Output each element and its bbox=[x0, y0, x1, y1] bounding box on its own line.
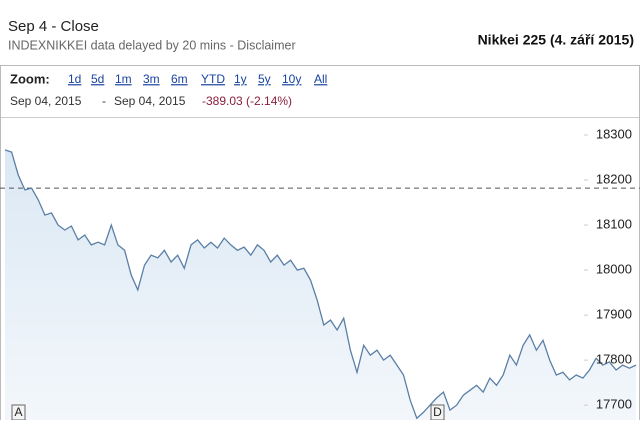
price-line bbox=[4, 149, 637, 420]
zoom-label: Zoom: bbox=[10, 71, 50, 86]
area-fill bbox=[5, 149, 636, 420]
zoom-option[interactable]: 6m bbox=[171, 72, 188, 86]
zoom-option[interactable]: All bbox=[314, 72, 327, 86]
event-marker[interactable]: D bbox=[433, 405, 442, 419]
zoom-option[interactable]: 1m bbox=[115, 72, 132, 86]
range-end: Sep 04, 2015 bbox=[114, 94, 186, 108]
y-tick-label: 17900 bbox=[596, 307, 632, 322]
y-tick-label: 17700 bbox=[596, 397, 632, 412]
chart-title: Nikkei 225 (4. září 2015) bbox=[478, 32, 634, 48]
data-note: INDEXNIKKEI data delayed by 20 mins - Di… bbox=[8, 38, 296, 52]
y-tick-label: 18100 bbox=[596, 216, 632, 231]
y-tick-label: 18200 bbox=[596, 171, 632, 186]
range-separator: - bbox=[102, 94, 106, 108]
price-change: -389.03 (-2.14%) bbox=[202, 94, 292, 108]
y-tick-label: 18000 bbox=[596, 262, 632, 277]
zoom-option[interactable]: 3m bbox=[143, 72, 160, 86]
range-start: Sep 04, 2015 bbox=[10, 94, 82, 108]
zoom-option[interactable]: 10y bbox=[282, 72, 301, 86]
y-tick-label: 17800 bbox=[596, 352, 632, 367]
event-marker[interactable]: A bbox=[14, 405, 22, 419]
zoom-option[interactable]: 5d bbox=[91, 72, 104, 86]
y-tick-label: 18300 bbox=[596, 126, 632, 141]
plot-area: 17700 17800 17900 18000 18100 18200 18300 A D bbox=[0, 126, 640, 421]
subtitle: Sep 4 - Close bbox=[8, 18, 99, 35]
zoom-option[interactable]: 1y bbox=[234, 72, 247, 86]
zoom-option[interactable]: 5y bbox=[258, 72, 271, 86]
zoom-option[interactable]: YTD bbox=[201, 72, 225, 86]
zoom-option[interactable]: 1d bbox=[68, 72, 81, 86]
